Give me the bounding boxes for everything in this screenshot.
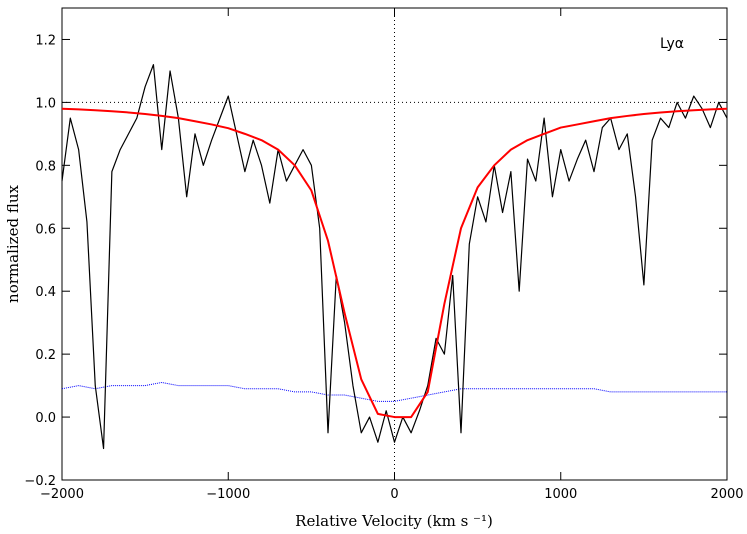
- y-axis-label: normalized flux: [4, 185, 22, 303]
- y-tick-label: 0.2: [35, 348, 56, 363]
- spectrum-line: [61, 381, 727, 402]
- y-tick-label: 0.8: [35, 159, 56, 174]
- annotation: Lyα: [660, 36, 684, 52]
- x-tick-label: −2000: [40, 487, 84, 502]
- y-tick-label: 1.2: [35, 33, 56, 48]
- x-tick-label: 0: [390, 487, 398, 502]
- spectrum-line: [61, 64, 728, 450]
- y-tick-label: −0.2: [24, 474, 56, 489]
- y-tick-label: 0.6: [35, 222, 56, 237]
- y-tick-label: 1.0: [35, 96, 56, 111]
- x-tick-label: 1000: [544, 487, 577, 502]
- spectrum-line: [61, 107, 728, 419]
- x-axis-label: Relative Velocity (km s ⁻¹): [295, 512, 493, 530]
- x-tick-label: −1000: [206, 487, 250, 502]
- y-tick-label: 0.0: [35, 411, 56, 426]
- x-tick-label: 2000: [710, 487, 743, 502]
- y-tick-label: 0.4: [35, 285, 56, 300]
